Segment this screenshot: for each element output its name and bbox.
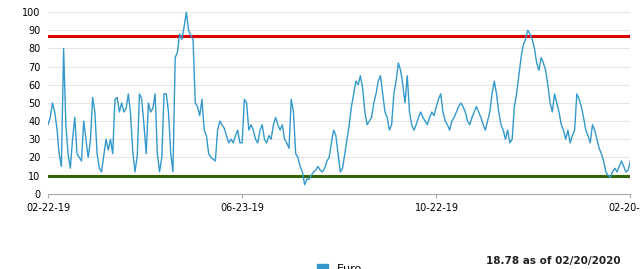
Legend: Euro: Euro — [312, 259, 366, 269]
Text: 18.78 as of 02/20/2020: 18.78 as of 02/20/2020 — [486, 256, 621, 266]
